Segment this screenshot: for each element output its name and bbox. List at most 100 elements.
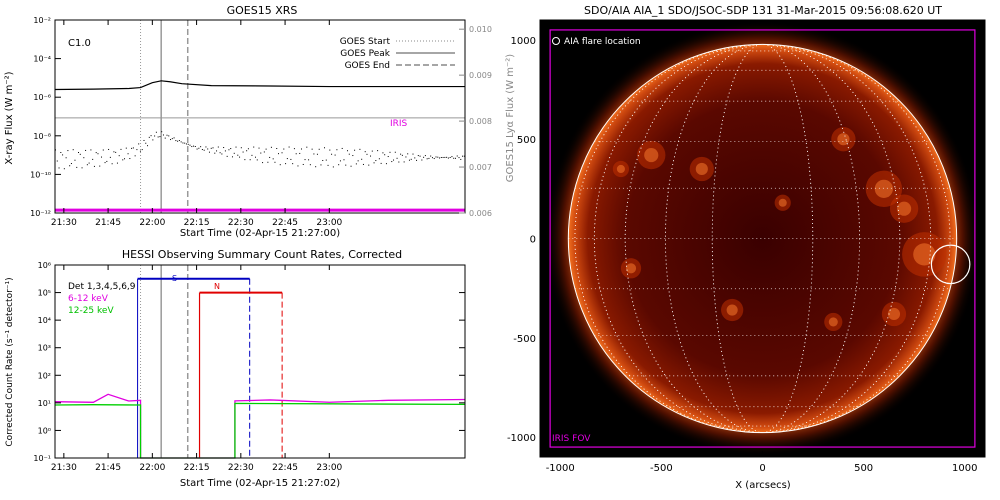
goes-short-channel-point (178, 140, 180, 142)
goes-title: GOES15 XRS (227, 4, 298, 17)
aia-x-tick-label: 1000 (952, 463, 977, 474)
goes-short-channel-point (65, 157, 67, 159)
grid-longitude-line (574, 44, 951, 433)
goes-short-channel-point (299, 152, 301, 154)
goes-short-channel-point (412, 153, 414, 155)
goes-short-channel-point (122, 159, 124, 161)
goes-short-channel-point (201, 149, 203, 151)
aia-panel: SDO/AIA AIA_1 SDO/JSOC-SDP 131 31-Mar-20… (507, 4, 986, 491)
goes-short-channel-point (212, 147, 214, 149)
goes-short-channel-point (129, 158, 131, 160)
goes-short-channel-point (279, 164, 281, 166)
goes-short-channel-point (109, 156, 111, 158)
goes-short-channel-point (125, 147, 127, 149)
goes-short-channel-point (334, 154, 336, 156)
goes-short-channel-point (421, 159, 423, 161)
goes-short-channel-point (301, 148, 302, 150)
goes-short-channel-point (219, 152, 221, 154)
goes-short-channel-point (205, 146, 207, 148)
goes-short-channel-point (463, 155, 465, 157)
goes-short-channel-point (63, 168, 65, 170)
goes-short-channel-point (400, 153, 402, 155)
goes-short-channel-point (391, 161, 393, 163)
goes-short-channel-point (366, 153, 368, 155)
goes-short-channel-point (56, 160, 58, 162)
goes-short-channel-point (191, 146, 193, 148)
goes-short-channel-point (426, 158, 428, 160)
goes-short-channel-point (322, 159, 324, 161)
goes-short-channel-point (343, 159, 345, 161)
goes-short-channel-point (189, 144, 191, 146)
active-region-core (616, 164, 625, 174)
goes-panel: GOES15 XRS C1.0 IRIS GOES Start GOES Pea… (4, 4, 516, 239)
goes-class-label: C1.0 (68, 38, 91, 49)
goes-short-channel-point (175, 140, 177, 142)
goes-short-channel-point (187, 143, 189, 145)
goes-short-channel-point (364, 151, 366, 153)
goes-short-channel-point (393, 159, 395, 161)
grid-longitude-line (624, 44, 901, 433)
goes-short-channel-point (143, 139, 145, 141)
goes-short-channel-point (76, 166, 78, 168)
aia-y-tick-label: 0 (530, 235, 536, 246)
goes-short-channel-point (311, 148, 313, 150)
goes-short-channel-point (430, 155, 432, 157)
goes-short-channel-point (263, 151, 265, 153)
goes-short-channel-point (216, 150, 218, 152)
goes-short-channel-point (200, 146, 202, 148)
goes-short-channel-point (283, 148, 285, 150)
goes-short-channel-point (304, 159, 306, 161)
goes-short-channel-point (185, 143, 187, 145)
goes-short-channel-point (277, 153, 279, 155)
goes-short-channel-point (150, 135, 152, 137)
goes-short-channel-point (120, 148, 122, 150)
goes-short-channel-point (339, 160, 341, 162)
goes-short-channel-point (290, 158, 292, 160)
goes-short-channel-point (249, 159, 251, 161)
goes-plot-frame (54, 19, 466, 214)
goes-short-channel-point (124, 158, 126, 160)
goes-short-channel-point (338, 164, 340, 166)
goes-short-channel-point (433, 158, 435, 160)
goes-short-channel-point (95, 152, 97, 154)
aia-y-tick-label: -1000 (507, 433, 536, 444)
goes-short-channel-point (442, 156, 444, 158)
aia-x-tick-label: 500 (854, 463, 873, 474)
goes-short-channel-point (270, 146, 272, 148)
aia-x-tick-label: 0 (759, 463, 765, 474)
goes-short-channel-point (355, 163, 357, 165)
goes-short-channel-point (239, 156, 241, 158)
goes-short-channel-point (127, 153, 129, 155)
goes-short-channel-point (99, 165, 101, 167)
goes-short-channel-point (451, 156, 453, 158)
flare-location-circle (930, 244, 971, 285)
hessi-title: HESSI Observing Summary Count Rates, Cor… (122, 248, 402, 261)
goes-short-channel-point (72, 149, 74, 151)
goes-short-channel-point (182, 142, 184, 144)
goes-short-channel-point (377, 150, 379, 152)
goes-short-channel-point (336, 149, 338, 151)
flare-legend-icon (552, 37, 560, 45)
goes-short-channel-point (136, 149, 138, 151)
goes-short-channel-point (141, 149, 143, 151)
goes-short-channel-point (194, 145, 196, 147)
goes-short-channel-point (405, 156, 407, 158)
goes-short-channel-point (318, 148, 320, 150)
hessi-x-tick-label: 22:00 (139, 463, 165, 473)
goes-legend-start: GOES Start (340, 37, 391, 47)
grid-longitude-line (665, 44, 860, 433)
goes-short-channel-point (315, 166, 317, 168)
goes-short-channel-point (286, 158, 288, 160)
goes-short-channel-point (272, 158, 274, 160)
heliographic-grid (568, 44, 957, 433)
goes-short-channel-point (145, 142, 147, 144)
aia-y-tick-label: 1000 (511, 36, 536, 47)
goes-short-channel-point (262, 162, 264, 164)
goes-short-channel-point (168, 135, 170, 137)
goes-short-channel-point (221, 153, 223, 155)
goes-short-channel-point (362, 163, 364, 165)
goes-short-channel-point (147, 145, 149, 147)
goes-short-channel-point (208, 151, 210, 153)
goes-short-channel-point (244, 159, 246, 161)
goes-short-channel-point (166, 134, 168, 136)
